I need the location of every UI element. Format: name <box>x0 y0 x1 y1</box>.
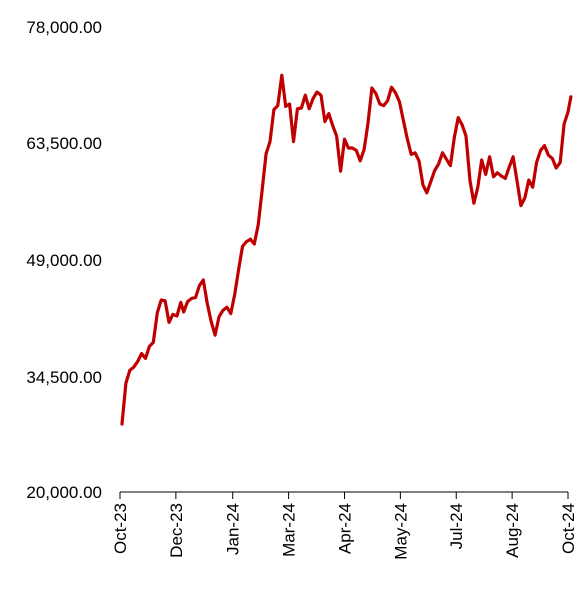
x-tick-label: Jan-24 <box>224 503 243 555</box>
x-tick-label: Oct-24 <box>559 503 578 554</box>
y-tick-label: 78,000.00 <box>26 18 102 37</box>
plot-area <box>120 73 573 426</box>
x-tick-label: Aug-24 <box>503 503 522 558</box>
y-tick-label: 20,000.00 <box>26 483 102 502</box>
x-tick-label: Jul-24 <box>447 503 466 549</box>
x-tick-label: May-24 <box>391 503 410 560</box>
x-tick-label: Dec-23 <box>167 503 186 558</box>
y-tick-label: 63,500.00 <box>26 134 102 153</box>
y-tick-label: 49,000.00 <box>26 251 102 270</box>
y-axis: 20,000.00 34,500.00 49,000.00 63,500.00 … <box>26 18 102 502</box>
x-ticks: Oct-23 Dec-23 Jan-24 Mar-24 Apr-24 May-24 Jul-… <box>111 492 578 560</box>
x-tick-label: Mar-24 <box>280 503 299 557</box>
x-tick-label: Apr-24 <box>335 503 354 554</box>
series-line <box>120 73 573 426</box>
y-tick-label: 34,500.00 <box>26 368 102 387</box>
x-axis: Oct-23 Dec-23 Jan-24 Mar-24 Apr-24 May-24 Jul-… <box>111 491 578 560</box>
x-tick-label: Oct-23 <box>111 503 130 554</box>
